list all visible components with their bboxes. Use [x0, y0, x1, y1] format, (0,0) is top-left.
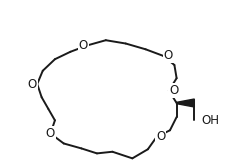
Text: O: O — [28, 77, 37, 91]
Text: O: O — [79, 39, 88, 52]
Polygon shape — [177, 99, 194, 107]
Text: O: O — [156, 130, 165, 143]
Text: O: O — [46, 127, 55, 140]
Text: O: O — [164, 49, 173, 62]
Text: O: O — [169, 84, 178, 97]
Text: OH: OH — [201, 114, 219, 127]
